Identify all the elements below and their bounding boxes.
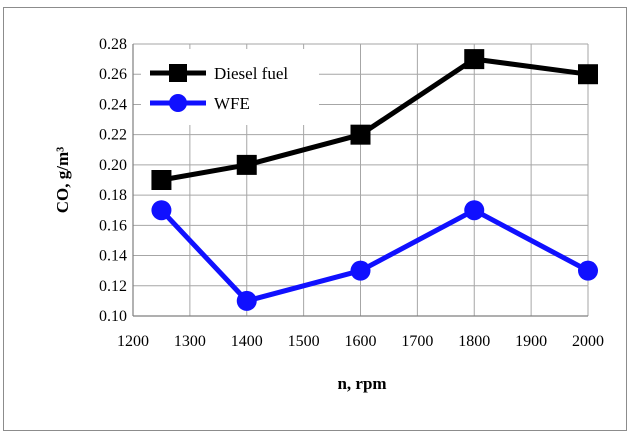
y-axis-title: CO, g/m³ bbox=[53, 147, 72, 213]
legend: Diesel fuel WFE bbox=[141, 49, 319, 125]
data-point-diesel-fuel bbox=[464, 49, 485, 70]
x-tick-label: 1300 bbox=[174, 333, 206, 350]
data-point-diesel-fuel bbox=[151, 170, 172, 190]
y-tick-label: 0.18 bbox=[99, 187, 127, 204]
x-tick-label: 1200 bbox=[117, 333, 149, 350]
data-point-wfe bbox=[151, 200, 172, 221]
data-point-wfe bbox=[350, 260, 371, 281]
y-tick-label: 0.24 bbox=[99, 96, 127, 113]
legend-background bbox=[141, 49, 319, 125]
y-tick-label: 0.10 bbox=[99, 308, 127, 325]
y-tick-label: 0.14 bbox=[99, 248, 127, 265]
data-point-wfe bbox=[464, 200, 485, 221]
data-point-diesel-fuel bbox=[350, 124, 371, 145]
data-point-diesel-fuel bbox=[578, 64, 598, 85]
x-tick-label: 1400 bbox=[231, 333, 263, 350]
x-tick-label: 2000 bbox=[572, 333, 604, 350]
y-tick-label: 0.28 bbox=[99, 36, 127, 53]
x-tick-label: 1500 bbox=[288, 333, 320, 350]
y-tick-label: 0.22 bbox=[99, 127, 127, 144]
x-tick-label: 1900 bbox=[515, 333, 547, 350]
axes: 0.10 0.12 0.14 0.16 0.18 0.20 0.22 0.24 0.26 0.28… bbox=[99, 36, 604, 350]
series-group bbox=[151, 49, 598, 311]
y-tick-label: 0.12 bbox=[99, 278, 127, 295]
x-axis-title: n, rpm bbox=[337, 374, 386, 393]
legend-swatch-marker-wfe bbox=[169, 94, 187, 112]
x-tick-label: 1600 bbox=[345, 333, 377, 350]
data-point-wfe bbox=[578, 260, 598, 281]
x-tick-label: 1700 bbox=[401, 333, 433, 350]
y-tick-label: 0.26 bbox=[99, 66, 127, 83]
legend-swatch-marker-diesel-fuel bbox=[169, 64, 187, 82]
data-point-diesel-fuel bbox=[236, 154, 257, 175]
x-tick-label: 1800 bbox=[458, 333, 490, 350]
legend-label-diesel-fuel: Diesel fuel bbox=[214, 64, 288, 83]
data-point-wfe bbox=[236, 290, 257, 311]
legend-label-wfe: WFE bbox=[214, 94, 250, 113]
y-tick-label: 0.16 bbox=[99, 217, 127, 234]
y-tick-label: 0.20 bbox=[99, 157, 127, 174]
